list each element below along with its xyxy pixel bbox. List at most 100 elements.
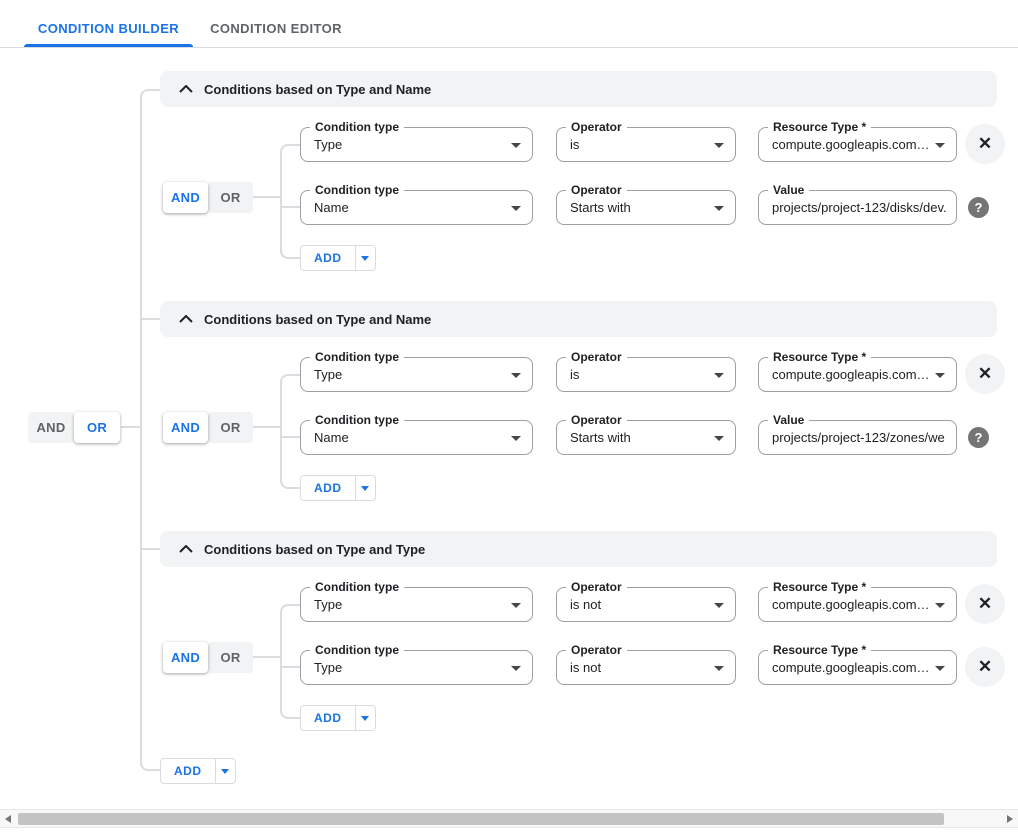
- horizontal-scrollbar[interactable]: [0, 809, 1018, 828]
- resource-type-select[interactable]: Resource Type * compute.googleapis.com…: [758, 579, 957, 622]
- help-icon: ?: [974, 430, 983, 445]
- field-label: Operator: [566, 642, 627, 658]
- scroll-right-arrow-icon[interactable]: [1007, 815, 1013, 823]
- scroll-left-arrow-icon[interactable]: [5, 815, 11, 823]
- group-title: Conditions based on Type and Name: [204, 81, 432, 97]
- group-header[interactable]: Conditions based on Type and Name: [160, 301, 997, 337]
- field-value: Name: [314, 430, 349, 445]
- dropdown-caret-icon: [360, 486, 369, 491]
- operator-select[interactable]: Operator Starts with: [556, 412, 736, 455]
- collapse-chevron-icon[interactable]: [179, 85, 193, 93]
- resource-type-select[interactable]: Resource Type * compute.googleapis.com…: [758, 119, 957, 162]
- field-value: Type: [314, 367, 343, 382]
- connector-line: [280, 144, 300, 156]
- group-and-toggle[interactable]: AND: [163, 182, 208, 213]
- condition-type-select[interactable]: Condition type Type: [300, 119, 533, 162]
- remove-condition-button[interactable]: ✕: [965, 647, 1005, 687]
- field-value: is: [570, 367, 580, 382]
- resource-type-select[interactable]: Resource Type * compute.googleapis.com…: [758, 642, 957, 685]
- condition-type-select[interactable]: Condition type Name: [300, 412, 533, 455]
- close-icon: ✕: [977, 657, 993, 676]
- group-and-toggle[interactable]: AND: [163, 642, 208, 673]
- field-value: Starts with: [570, 200, 631, 215]
- group-header[interactable]: Conditions based on Type and Name: [160, 71, 997, 107]
- add-dropdown-button[interactable]: [354, 246, 375, 270]
- connector-line: [140, 89, 160, 105]
- add-group-button[interactable]: ADD: [160, 758, 236, 784]
- group-or-toggle[interactable]: OR: [208, 642, 253, 673]
- remove-condition-button[interactable]: ✕: [965, 584, 1005, 624]
- dropdown-caret-icon: [511, 603, 521, 608]
- operator-select[interactable]: Operator is not: [556, 642, 736, 685]
- field-label: Operator: [566, 579, 627, 595]
- field-label: Operator: [566, 182, 627, 198]
- dropdown-caret-icon: [360, 256, 369, 261]
- connector-line: [253, 426, 280, 428]
- dropdown-caret-icon: [511, 143, 521, 148]
- dropdown-caret-icon: [511, 666, 521, 671]
- connector-line: [280, 604, 300, 616]
- close-icon: ✕: [977, 594, 993, 613]
- active-tab-underline: [24, 44, 193, 47]
- operator-select[interactable]: Operator is not: [556, 579, 736, 622]
- operator-select[interactable]: Operator is: [556, 349, 736, 392]
- operator-select[interactable]: Operator is: [556, 119, 736, 162]
- field-value: projects/project-123/zones/we: [772, 430, 945, 445]
- field-label: Operator: [566, 349, 627, 365]
- add-dropdown-button[interactable]: [354, 476, 375, 500]
- connector-line: [280, 384, 282, 482]
- condition-type-select[interactable]: Condition type Name: [300, 182, 533, 225]
- field-label: Resource Type *: [768, 349, 872, 365]
- operator-select[interactable]: Operator Starts with: [556, 182, 736, 225]
- field-value: Type: [314, 597, 343, 612]
- connector-line: [121, 426, 140, 428]
- outer-or-toggle[interactable]: OR: [74, 412, 120, 443]
- condition-type-select[interactable]: Condition type Type: [300, 349, 533, 392]
- group-or-toggle[interactable]: OR: [208, 182, 253, 213]
- add-condition-button[interactable]: ADD: [300, 705, 376, 731]
- help-button[interactable]: ?: [968, 197, 989, 218]
- connector-line: [253, 656, 280, 658]
- dropdown-caret-icon: [714, 143, 724, 148]
- resource-type-select[interactable]: Resource Type * compute.googleapis.com…: [758, 349, 957, 392]
- add-dropdown-button[interactable]: [214, 759, 235, 783]
- field-value: compute.googleapis.com…: [772, 660, 928, 675]
- field-label: Value: [768, 182, 810, 198]
- group-and-toggle[interactable]: AND: [163, 412, 208, 443]
- field-label: Condition type: [310, 349, 404, 365]
- dropdown-caret-icon: [360, 716, 369, 721]
- tab-condition-editor[interactable]: CONDITION EDITOR: [210, 21, 342, 36]
- value-input[interactable]: Value projects/project-123/zones/we: [758, 412, 957, 455]
- field-label: Condition type: [310, 642, 404, 658]
- field-value: is not: [570, 660, 602, 675]
- add-condition-button[interactable]: ADD: [300, 475, 376, 501]
- dropdown-caret-icon: [935, 666, 945, 671]
- dropdown-caret-icon: [935, 143, 945, 148]
- field-label: Resource Type *: [768, 642, 872, 658]
- close-icon: ✕: [977, 364, 993, 383]
- group-title: Conditions based on Type and Name: [204, 311, 432, 327]
- group-or-toggle[interactable]: OR: [208, 412, 253, 443]
- group-header[interactable]: Conditions based on Type and Type: [160, 531, 997, 567]
- scrollbar-thumb[interactable]: [18, 813, 944, 825]
- add-condition-button[interactable]: ADD: [300, 245, 376, 271]
- tab-condition-builder[interactable]: CONDITION BUILDER: [37, 21, 180, 36]
- connector-line: [280, 250, 300, 259]
- connector-line: [280, 154, 282, 252]
- field-value: Name: [314, 200, 349, 215]
- collapse-chevron-icon[interactable]: [179, 545, 193, 553]
- condition-type-select[interactable]: Condition type Type: [300, 642, 533, 685]
- dropdown-caret-icon: [714, 373, 724, 378]
- help-button[interactable]: ?: [968, 427, 989, 448]
- add-dropdown-button[interactable]: [354, 706, 375, 730]
- condition-type-select[interactable]: Condition type Type: [300, 579, 533, 622]
- remove-condition-button[interactable]: ✕: [965, 124, 1005, 164]
- field-value: Type: [314, 660, 343, 675]
- collapse-chevron-icon[interactable]: [179, 315, 193, 323]
- tabs-divider: [0, 47, 1018, 48]
- value-input[interactable]: Value projects/project-123/disks/dev.: [758, 182, 957, 225]
- remove-condition-button[interactable]: ✕: [965, 354, 1005, 394]
- outer-and-toggle[interactable]: AND: [28, 412, 74, 443]
- field-value: compute.googleapis.com…: [772, 367, 928, 382]
